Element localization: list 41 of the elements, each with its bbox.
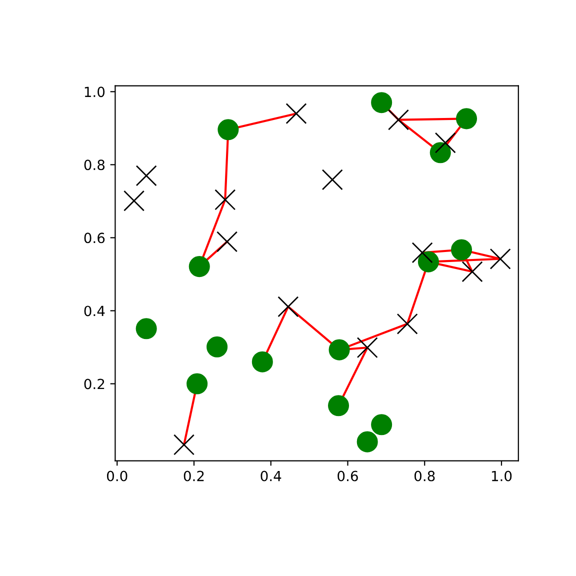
y-tick-label: 0.6 (84, 232, 105, 244)
point (434, 132, 456, 154)
point (216, 231, 238, 252)
point (286, 103, 307, 124)
point (214, 189, 236, 210)
point (412, 242, 433, 264)
point (462, 261, 483, 282)
point (136, 165, 157, 186)
point (418, 251, 439, 272)
x-tick-label: 0.0 (106, 470, 128, 482)
point (322, 169, 343, 190)
x-tick-label: 0.4 (260, 470, 282, 482)
x-tick-label: 1.0 (492, 470, 512, 482)
x-tick-label: 0.2 (184, 470, 204, 482)
point (218, 119, 239, 140)
point (456, 108, 478, 130)
point (451, 239, 472, 260)
point (124, 190, 145, 212)
y-tick-label: 1.0 (84, 86, 105, 98)
point (278, 296, 299, 318)
y-tick-label: 0.4 (84, 306, 105, 316)
y-tick-label: 0.2 (84, 378, 104, 390)
point (388, 109, 409, 130)
point (173, 434, 195, 456)
point (328, 339, 350, 360)
x-tick-label: 0.6 (338, 470, 358, 482)
point (188, 256, 210, 278)
point (356, 431, 378, 452)
point (356, 337, 378, 358)
point (371, 92, 392, 114)
point (136, 318, 157, 340)
point (371, 414, 392, 436)
y-tick-label: 0.8 (84, 160, 105, 170)
point (396, 313, 418, 334)
point (206, 336, 228, 358)
point (186, 373, 208, 394)
point (490, 248, 511, 270)
point (328, 395, 350, 416)
point (430, 142, 451, 164)
point (252, 351, 273, 372)
x-tick-label: 0.8 (414, 470, 435, 482)
